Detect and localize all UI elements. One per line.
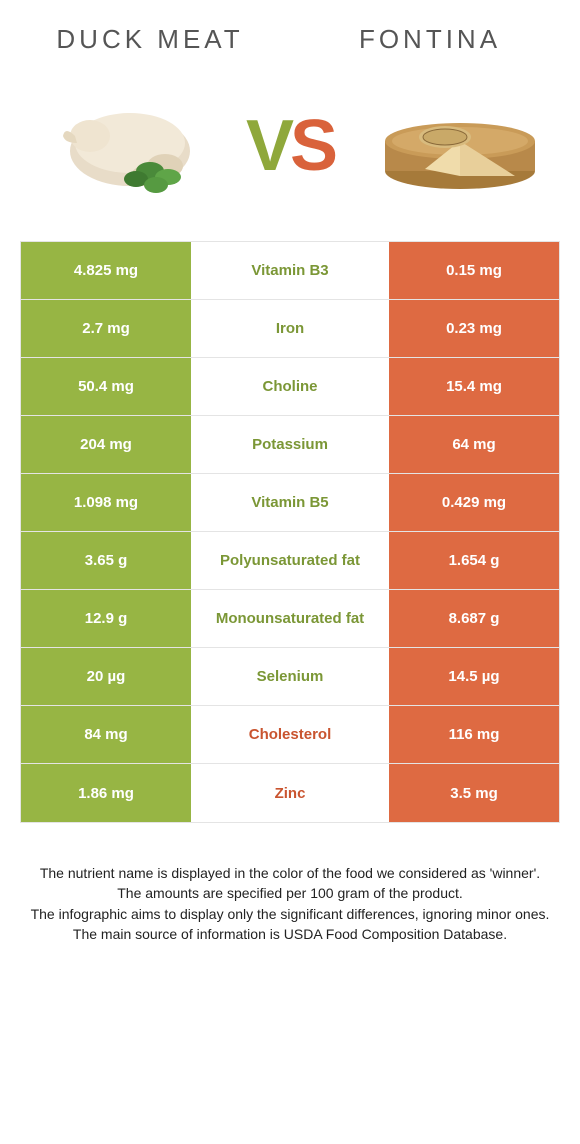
footer-line: The nutrient name is displayed in the co… bbox=[30, 863, 550, 883]
left-food-title: Duck meat bbox=[10, 24, 290, 55]
left-value-cell: 1.098 mg bbox=[21, 474, 191, 531]
right-value-cell: 15.4 mg bbox=[389, 358, 559, 415]
table-row: 2.7 mgIron0.23 mg bbox=[21, 300, 559, 358]
left-value-cell: 1.86 mg bbox=[21, 764, 191, 822]
left-value-cell: 50.4 mg bbox=[21, 358, 191, 415]
right-value-cell: 3.5 mg bbox=[389, 764, 559, 822]
right-value-cell: 0.429 mg bbox=[389, 474, 559, 531]
left-value-cell: 12.9 g bbox=[21, 590, 191, 647]
left-value-cell: 204 mg bbox=[21, 416, 191, 473]
left-value-cell: 84 mg bbox=[21, 706, 191, 763]
fontina-cheese-image bbox=[365, 81, 545, 211]
duck-meat-image bbox=[35, 81, 215, 211]
table-row: 84 mgCholesterol116 mg bbox=[21, 706, 559, 764]
table-row: 20 µgSelenium14.5 µg bbox=[21, 648, 559, 706]
nutrient-label-cell: Selenium bbox=[191, 648, 389, 705]
left-value-cell: 20 µg bbox=[21, 648, 191, 705]
images-row: VS bbox=[0, 71, 580, 241]
footer-line: The main source of information is USDA F… bbox=[30, 924, 550, 944]
header-titles: Duck meat Fontina bbox=[0, 0, 580, 71]
vs-label: VS bbox=[246, 105, 334, 187]
nutrient-label-cell: Potassium bbox=[191, 416, 389, 473]
comparison-table: 4.825 mgVitamin B30.15 mg2.7 mgIron0.23 … bbox=[20, 241, 560, 823]
nutrient-label-cell: Cholesterol bbox=[191, 706, 389, 763]
nutrient-label-cell: Iron bbox=[191, 300, 389, 357]
right-value-cell: 0.23 mg bbox=[389, 300, 559, 357]
table-row: 1.098 mgVitamin B50.429 mg bbox=[21, 474, 559, 532]
right-value-cell: 14.5 µg bbox=[389, 648, 559, 705]
nutrient-label-cell: Vitamin B3 bbox=[191, 242, 389, 299]
table-row: 204 mgPotassium64 mg bbox=[21, 416, 559, 474]
left-value-cell: 2.7 mg bbox=[21, 300, 191, 357]
nutrient-label-cell: Polyunsaturated fat bbox=[191, 532, 389, 589]
table-row: 50.4 mgCholine15.4 mg bbox=[21, 358, 559, 416]
table-row: 3.65 gPolyunsaturated fat1.654 g bbox=[21, 532, 559, 590]
vs-v-letter: V bbox=[246, 106, 290, 186]
table-row: 4.825 mgVitamin B30.15 mg bbox=[21, 242, 559, 300]
nutrient-label-cell: Vitamin B5 bbox=[191, 474, 389, 531]
nutrient-label-cell: Monounsaturated fat bbox=[191, 590, 389, 647]
right-value-cell: 0.15 mg bbox=[389, 242, 559, 299]
right-value-cell: 64 mg bbox=[389, 416, 559, 473]
nutrient-label-cell: Choline bbox=[191, 358, 389, 415]
left-value-cell: 4.825 mg bbox=[21, 242, 191, 299]
vs-s-letter: S bbox=[290, 106, 334, 186]
right-value-cell: 8.687 g bbox=[389, 590, 559, 647]
nutrient-label-cell: Zinc bbox=[191, 764, 389, 822]
right-value-cell: 116 mg bbox=[389, 706, 559, 763]
table-row: 12.9 gMonounsaturated fat8.687 g bbox=[21, 590, 559, 648]
right-value-cell: 1.654 g bbox=[389, 532, 559, 589]
table-row: 1.86 mgZinc3.5 mg bbox=[21, 764, 559, 822]
footer-line: The amounts are specified per 100 gram o… bbox=[30, 883, 550, 903]
left-value-cell: 3.65 g bbox=[21, 532, 191, 589]
footer-line: The infographic aims to display only the… bbox=[30, 904, 550, 924]
right-food-title: Fontina bbox=[290, 24, 570, 55]
footer-notes: The nutrient name is displayed in the co… bbox=[30, 863, 550, 944]
